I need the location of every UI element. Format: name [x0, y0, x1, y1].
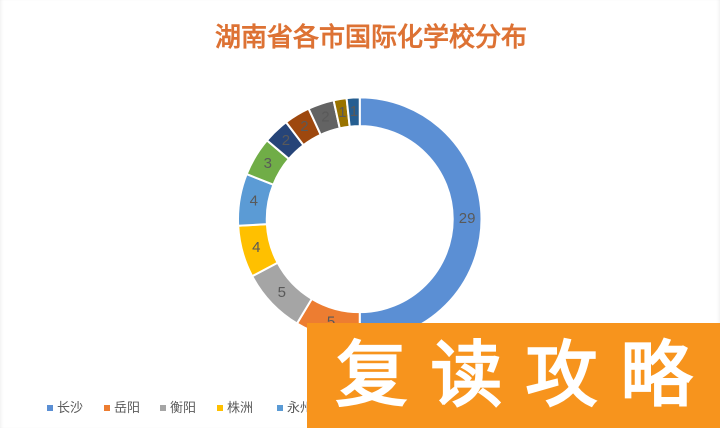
svg-text:4: 4: [252, 239, 260, 256]
svg-text:2: 2: [300, 118, 308, 135]
svg-text:3: 3: [264, 155, 272, 172]
svg-text:5: 5: [278, 284, 286, 301]
svg-text:2: 2: [321, 108, 329, 125]
svg-text:2: 2: [282, 132, 290, 149]
svg-text:1: 1: [350, 103, 358, 120]
svg-text:4: 4: [250, 193, 258, 210]
svg-text:1: 1: [338, 104, 346, 121]
svg-text:29: 29: [459, 210, 476, 227]
